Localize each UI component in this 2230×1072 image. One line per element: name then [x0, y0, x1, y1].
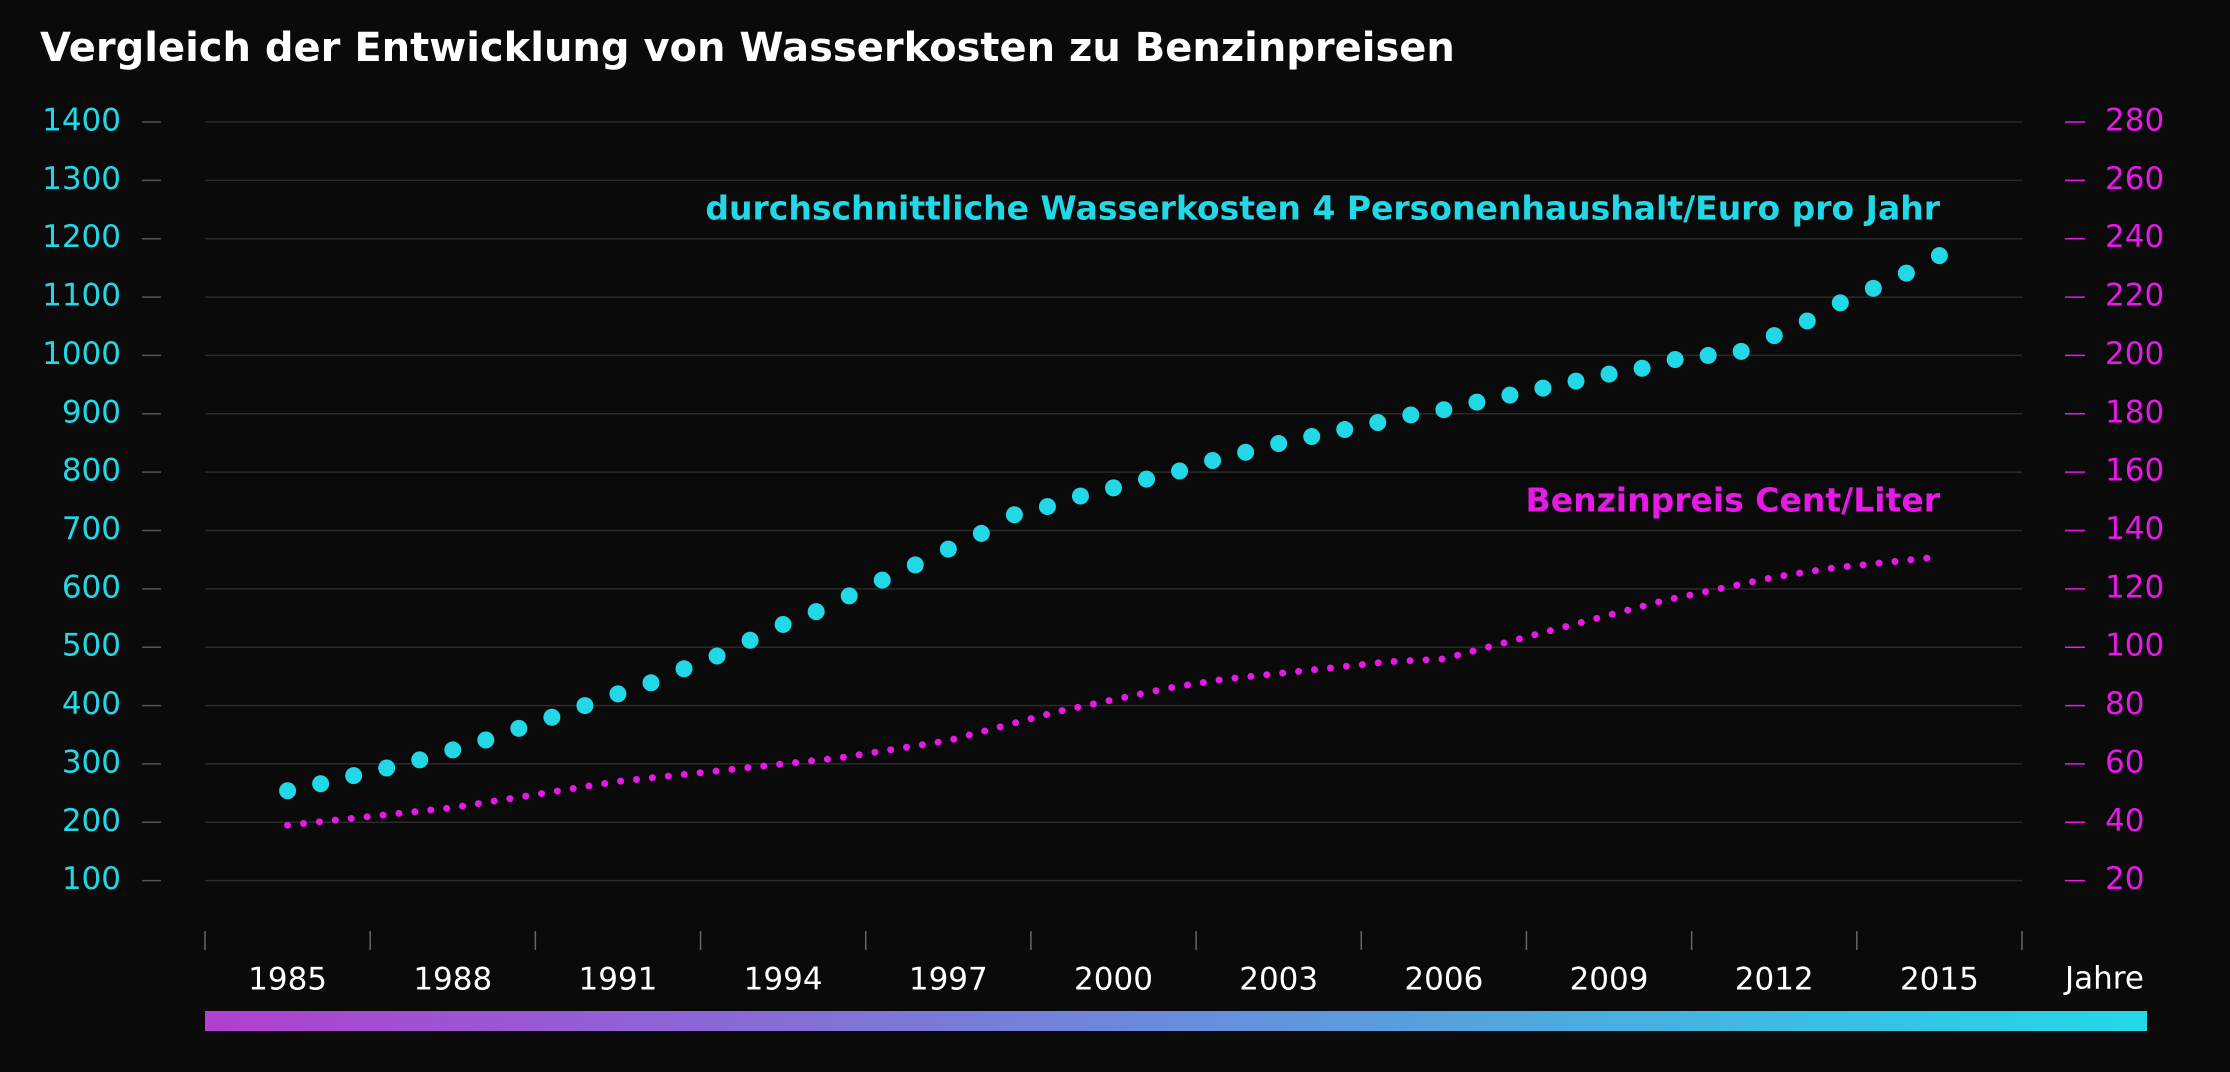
water-dot [1897, 264, 1915, 282]
water-dot [1930, 247, 1948, 265]
y-tick-label: 300 [62, 744, 121, 780]
x-tick-label: 2006 [1404, 962, 1483, 998]
water-dot [1699, 346, 1717, 364]
gradient-bar [205, 1011, 2147, 1031]
water-dot [972, 524, 990, 542]
water-dot [279, 782, 297, 800]
water-dot [1468, 393, 1486, 411]
water-dot [1798, 312, 1816, 330]
water-dot [411, 751, 429, 769]
water-dot [1534, 379, 1552, 397]
water-dot [1303, 428, 1321, 446]
y-tick-label: 100 [62, 861, 121, 897]
water-dot [1138, 470, 1156, 488]
y2-tick-label: 120 [2105, 569, 2164, 605]
water-dot [1864, 279, 1882, 297]
water-dot [345, 767, 363, 785]
water-dot [1765, 327, 1783, 345]
y2-tick-label: 160 [2105, 453, 2164, 489]
y-tick-label: 700 [62, 511, 121, 547]
water-dot [1336, 421, 1354, 439]
y-tick-label: 200 [62, 803, 121, 839]
y2-tick-label: 100 [2105, 628, 2164, 664]
water-dot [741, 631, 759, 649]
water-dot [1666, 351, 1684, 369]
x-tick-label: 2012 [1735, 962, 1814, 998]
y2-tick-label: 180 [2105, 394, 2164, 430]
water-dot [510, 719, 528, 737]
y2-tick-label: 60 [2105, 744, 2144, 780]
x-tick-label: 2015 [1900, 962, 1979, 998]
water-dot [906, 556, 924, 574]
water-dot [774, 615, 792, 633]
y2-tick-label: 280 [2105, 103, 2164, 139]
y2-tick-label: 140 [2105, 511, 2164, 547]
water-dot [1105, 479, 1122, 497]
water-dot [1005, 506, 1023, 524]
water-dot [1633, 359, 1651, 377]
water-dot [807, 603, 825, 621]
water-dot [477, 731, 495, 749]
y-tick-label: 500 [62, 628, 121, 664]
water-dot [1567, 372, 1585, 390]
x-tick-label: 2003 [1239, 962, 1318, 998]
y-tick-label: 900 [62, 394, 121, 430]
x-tick-label: 1994 [744, 962, 823, 998]
y2-tick-label: 240 [2105, 219, 2164, 255]
water-dot [1038, 498, 1056, 516]
water-dot [1237, 443, 1255, 461]
y2-tick-label: 200 [2105, 336, 2164, 372]
water-dot [1501, 386, 1519, 404]
x-tick-label: 2000 [1074, 962, 1153, 998]
series-label: durchschnittliche Wasserkosten 4 Persone… [705, 189, 1940, 228]
y2-tick-label: 80 [2105, 686, 2144, 722]
water-dot [1831, 294, 1849, 312]
water-dot [378, 759, 396, 777]
water-dot [576, 697, 594, 715]
water-dot [312, 775, 330, 793]
x-tick-label: 1997 [909, 962, 988, 998]
y2-tick-label: 220 [2105, 278, 2164, 314]
water-dot [609, 685, 627, 703]
x-tick-label: 2009 [1570, 962, 1649, 998]
y-tick-label: 600 [62, 569, 121, 605]
x-tick-label: 1991 [579, 962, 658, 998]
y-tick-label: 1300 [42, 161, 121, 197]
water-dot [1600, 365, 1618, 383]
water-dot [708, 647, 726, 665]
water-dot [939, 540, 957, 558]
water-dot [1732, 342, 1750, 360]
water-dot [873, 571, 891, 589]
water-dot [444, 741, 462, 759]
water-dot [1435, 401, 1453, 419]
x-axis-label: Jahre [2063, 961, 2144, 997]
water-dot [642, 674, 660, 692]
x-tick-label: 1988 [413, 962, 492, 998]
y-tick-label: 1000 [42, 336, 121, 372]
y-tick-label: 1100 [42, 278, 121, 314]
y-tick-label: 400 [62, 686, 121, 722]
chart-title: Vergleich der Entwicklung von Wasserkost… [40, 25, 1455, 71]
water-dot [840, 587, 858, 605]
water-dot [1369, 414, 1387, 432]
x-tick-label: 1985 [248, 962, 327, 998]
water-dot [1402, 406, 1420, 424]
y-tick-label: 1400 [42, 103, 121, 139]
y2-tick-label: 20 [2105, 861, 2144, 897]
water-dot [543, 708, 561, 726]
water-dot [1270, 435, 1288, 453]
water-dot [1171, 462, 1189, 480]
y-tick-label: 800 [62, 453, 121, 489]
y-tick-label: 1200 [42, 219, 121, 255]
water-dot [675, 660, 693, 678]
series-label: Benzinpreis Cent/Liter [1526, 481, 1941, 520]
water-dot [1071, 487, 1089, 505]
water-dot [1204, 451, 1222, 469]
y2-tick-label: 40 [2105, 803, 2144, 839]
y2-tick-label: 260 [2105, 161, 2164, 197]
